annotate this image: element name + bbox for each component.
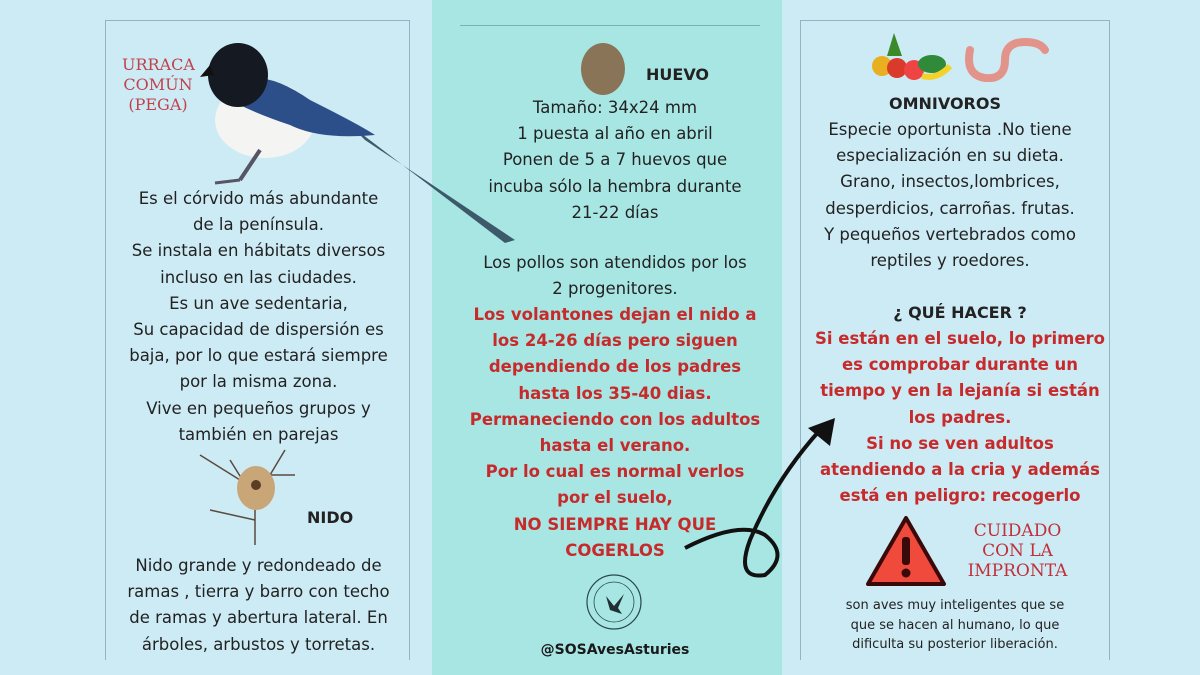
nest-illustration	[199, 449, 295, 545]
text-line: Los volantones dejan el nido a	[473, 305, 757, 324]
title-line: IMPRONTA	[967, 561, 1068, 581]
text-line: 2 progenitores.	[552, 279, 678, 299]
text-line: Por lo cual es normal verlos	[485, 462, 745, 482]
text-line: árboles, arbustos y torretas.	[141, 634, 376, 654]
text-line: son aves muy inteligentes que se	[845, 598, 1065, 613]
title-line: COMÚN	[123, 75, 193, 94]
text-line: los padres.	[908, 407, 1012, 427]
text-line: Grano, insectos,lombrices,	[840, 172, 1060, 192]
text-line: Su capacidad de dispersión es	[133, 320, 384, 340]
text-line: por la misma zona.	[179, 372, 338, 392]
text-line: Es un ave sedentaria,	[169, 293, 348, 313]
magpie-illustration	[200, 43, 515, 243]
text-line: COGERLOS	[565, 540, 665, 560]
text-line: 21-22 días	[571, 202, 659, 222]
text-line: es comprobar durante un	[841, 355, 1079, 375]
diet-title: OMNIVOROS	[888, 94, 1001, 113]
diet-text: Especie oportunista .No tiene especializ…	[805, 117, 1095, 274]
text-line: está en peligro: recogerlo	[839, 486, 1081, 506]
text-line: Nido grande y redondeado de	[135, 556, 382, 575]
nest-title: NIDO	[307, 508, 354, 527]
text-line: especialización en su dieta.	[836, 146, 1064, 166]
text-line: Y pequeños vertebrados como	[824, 224, 1076, 244]
text-line: Tamaño: 34x24 mm	[532, 98, 698, 117]
text-line: atendiendo a la cria y además	[820, 460, 1100, 480]
text-line: Es el córvido más abundante	[138, 189, 379, 208]
text-line: 1 puesta al año en abril	[517, 124, 713, 144]
title-line: (PEGA)	[128, 95, 188, 114]
text-line: ramas , tierra y barro con techo	[127, 582, 390, 602]
text-line: incuba sólo la hembra durante	[488, 176, 742, 196]
description: Es el córvido más abundante de la peníns…	[107, 186, 410, 448]
warning-title: CUIDADO CON LA IMPRONTA	[955, 521, 1080, 581]
text-line: Si están en el suelo, lo primero	[814, 329, 1106, 348]
what-to-do-title: ¿ QUÉ HACER ?	[893, 303, 1027, 322]
nest-text: Nido grande y redondeado de ramas , tier…	[107, 553, 410, 658]
worm-icon	[965, 37, 1049, 82]
text-line: reptiles y roedores.	[870, 251, 1030, 271]
text-line: hasta el verano.	[539, 436, 691, 456]
text-line: Permaneciendo con los adultos	[469, 409, 761, 429]
text-line: también en parejas	[178, 424, 339, 444]
sos-aves-logo	[586, 574, 642, 630]
text-line: incluso en las ciudades.	[160, 267, 357, 287]
text-line: Vive en pequeños grupos y	[146, 398, 371, 418]
text-line: los 24-26 días pero siguen	[492, 331, 738, 351]
title-line: CON LA	[982, 541, 1053, 561]
egg-icon	[581, 43, 625, 95]
text-line: Si no se ven adultos	[866, 433, 1054, 453]
fruits-icon	[872, 33, 952, 80]
text-line: de ramas y abertura lateral. En	[129, 608, 388, 628]
text-line: dificulta su posterior liberación.	[852, 637, 1058, 652]
title-line: CUIDADO	[973, 521, 1062, 541]
text-line: Se instala en hábitats diversos	[131, 241, 386, 261]
divider	[460, 25, 760, 26]
text-line: desperdicios, carroñas. frutas.	[825, 198, 1075, 218]
text-line: que se hacen al humano, lo que	[850, 617, 1060, 633]
egg-title: HUEVO	[646, 65, 710, 84]
text-line: dependiendo de los padres	[488, 357, 742, 377]
text-line: NO SIEMPRE HAY QUE	[513, 514, 717, 534]
middle-panel	[432, 0, 782, 675]
text-line: Especie oportunista .No tiene	[828, 120, 1072, 139]
warning-icon	[866, 516, 946, 586]
curved-arrow-icon	[684, 418, 835, 578]
title-line: URRACA	[122, 55, 195, 74]
text-line: Ponen de 5 a 7 huevos que	[502, 150, 728, 170]
text-line: por el suelo,	[557, 488, 673, 508]
warning-text: son aves muy inteligentes que se que se …	[805, 596, 1105, 655]
text-line: Los pollos son atendidos por los	[483, 253, 747, 272]
social-handle: @SOSAvesAsturies	[540, 642, 690, 658]
left-panel	[105, 20, 410, 660]
species-title: URRACA COMÚN (PEGA)	[122, 55, 195, 115]
right-panel	[800, 20, 1110, 660]
text-line: de la península.	[193, 215, 324, 235]
text-line: baja, por lo que estará siempre	[129, 346, 388, 366]
chicks-warning: Los volantones dejan el nido a los 24-26…	[455, 302, 775, 564]
egg-text: Tamaño: 34x24 mm 1 puesta al año en abri…	[460, 95, 770, 226]
text-line: tiempo y en la lejanía si están	[820, 381, 1100, 401]
chicks-text: Los pollos son atendidos por los 2 proge…	[460, 250, 770, 302]
text-line: hasta los 35-40 dias.	[518, 383, 712, 403]
what-to-do-text: Si están en el suelo, lo primero es comp…	[800, 326, 1120, 509]
